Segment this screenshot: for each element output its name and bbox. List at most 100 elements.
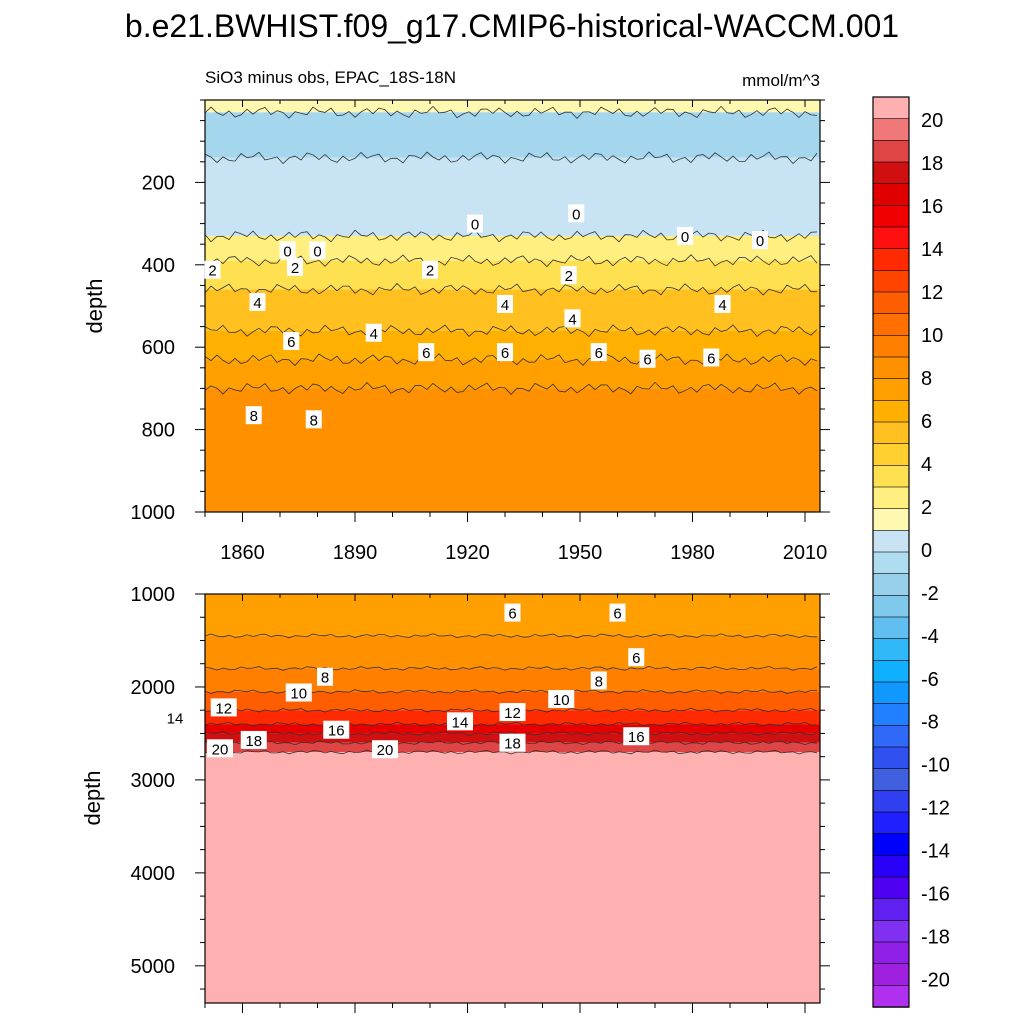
upper-y-tick-label: 800 xyxy=(142,420,175,442)
lower-contour-label: 18 xyxy=(499,733,526,753)
svg-text:10: 10 xyxy=(553,692,570,709)
colorbar-swatch xyxy=(872,443,910,467)
upper-contour-line-2 xyxy=(205,151,818,165)
lower-contour-line-2 xyxy=(205,665,818,671)
lower-contour-label: 12 xyxy=(210,698,237,717)
colorbar-label: -4 xyxy=(921,626,939,648)
upper-contour-label: 0 xyxy=(752,231,768,250)
colorbar-label: -10 xyxy=(921,755,950,777)
x-tick-label: 1980 xyxy=(670,542,715,564)
upper-band-3 xyxy=(205,235,820,261)
svg-text:12: 12 xyxy=(215,700,232,717)
colorbar-swatch xyxy=(872,920,910,943)
colorbar-swatch xyxy=(872,356,910,380)
lower-contour-line-6 xyxy=(205,731,818,736)
lower-contour-label: 6 xyxy=(628,648,645,667)
main-title: b.e21.BWHIST.f09_g17.CMIP6-historical-WA… xyxy=(125,8,899,44)
svg-text:0: 0 xyxy=(313,243,321,260)
upper-contour-label: 8 xyxy=(305,410,322,429)
colorbar-swatch xyxy=(872,118,910,142)
svg-text:12: 12 xyxy=(504,705,521,722)
svg-text:6: 6 xyxy=(613,606,621,623)
svg-text:6: 6 xyxy=(595,345,603,362)
subtitle-units: mmol/m^3 xyxy=(742,71,820,90)
svg-text:0: 0 xyxy=(471,217,479,234)
colorbar-swatch xyxy=(872,421,910,445)
svg-text:0: 0 xyxy=(681,229,689,246)
upper-contour-line-3 xyxy=(205,229,818,243)
colorbar-swatch xyxy=(872,638,910,662)
lower-contour-line-8 xyxy=(205,749,818,755)
upper-contour-label: 2 xyxy=(204,260,221,280)
lower-y-tick-label: 4000 xyxy=(131,863,176,885)
upper-contour-label: 2 xyxy=(287,257,303,277)
lower-y-tick-label: 3000 xyxy=(131,770,176,792)
svg-text:0: 0 xyxy=(756,233,764,250)
upper-contour-label: 8 xyxy=(245,406,262,425)
upper-y-tick-label: 200 xyxy=(142,172,175,194)
colorbar-label: 6 xyxy=(921,411,932,433)
colorbar-label: 20 xyxy=(921,110,943,132)
colorbar-swatch xyxy=(872,291,910,315)
colorbar-swatch xyxy=(872,681,910,705)
colorbar-swatch xyxy=(872,530,910,553)
upper-band-7 xyxy=(205,359,820,389)
svg-text:2: 2 xyxy=(565,268,573,285)
lower-y-tick-label: 2000 xyxy=(131,677,176,699)
colorbar-label: 8 xyxy=(921,368,932,390)
svg-text:20: 20 xyxy=(212,741,229,758)
lower-frame xyxy=(204,593,821,1004)
svg-text:4: 4 xyxy=(501,297,509,314)
svg-text:6: 6 xyxy=(501,345,509,362)
colorbar-swatch xyxy=(872,985,910,1008)
upper-contour-label: 6 xyxy=(418,343,435,362)
colorbar-swatch xyxy=(872,96,910,120)
upper-contour-label: 0 xyxy=(279,241,296,260)
colorbar-label: 10 xyxy=(921,325,943,347)
svg-text:2: 2 xyxy=(426,263,434,280)
upper-contour-label: 0 xyxy=(467,214,483,234)
colorbar-swatch xyxy=(872,768,910,792)
upper-plot-area xyxy=(205,100,820,512)
upper-contour-label: 4 xyxy=(497,294,513,314)
upper-contour-line-8 xyxy=(205,381,818,395)
svg-text:18: 18 xyxy=(245,733,262,750)
colorbar-swatch xyxy=(872,725,910,748)
upper-band-8 xyxy=(205,388,820,512)
lower-contour-label: 6 xyxy=(609,603,626,623)
lower-contour-label: 14 xyxy=(162,708,188,728)
lower-y-axis-label: depth xyxy=(80,770,105,825)
colorbar-swatch xyxy=(872,746,910,770)
svg-text:6: 6 xyxy=(508,606,516,623)
colorbar-swatch xyxy=(872,161,910,185)
colorbar-label: -12 xyxy=(921,798,950,820)
lower-contour-line-5 xyxy=(205,721,817,727)
colorbar-label: -14 xyxy=(921,841,950,863)
upper-y-tick-label: 400 xyxy=(142,255,175,277)
colorbar-label: 4 xyxy=(921,454,932,476)
svg-text:10: 10 xyxy=(290,686,307,703)
colorbar-label: -20 xyxy=(921,970,950,992)
colorbar-swatch xyxy=(872,876,910,900)
upper-band-1 xyxy=(205,112,820,158)
upper-contour-label: 4 xyxy=(249,292,266,312)
colorbar-swatch xyxy=(872,855,910,878)
upper-contour-label: 0 xyxy=(309,241,326,260)
lower-contour-label: 20 xyxy=(372,740,398,759)
colorbar-swatch xyxy=(872,963,910,987)
x-tick-label: 1920 xyxy=(445,542,490,564)
subtitle-variable: SiO3 minus obs, EPAC_18S-18N xyxy=(205,68,456,87)
colorbar-swatch xyxy=(872,573,910,597)
upper-panel: 1860 1890 1920 1950 1980 20102004006008001000… xyxy=(131,99,830,564)
colorbar-label: 2 xyxy=(921,497,932,519)
lower-y-tick-label: 1000 xyxy=(131,584,176,606)
colorbar-swatch xyxy=(872,898,910,922)
upper-contour-label: 6 xyxy=(497,343,513,362)
upper-contour-label: 2 xyxy=(560,266,577,285)
svg-text:2: 2 xyxy=(208,263,216,280)
colorbar: 20181614121086420-2-4-6-8-10-12-14-16-18… xyxy=(872,96,950,1008)
upper-contour-line-5 xyxy=(205,282,817,297)
lower-contour-label: 18 xyxy=(240,730,267,750)
lower-contour-label: 12 xyxy=(499,703,526,722)
